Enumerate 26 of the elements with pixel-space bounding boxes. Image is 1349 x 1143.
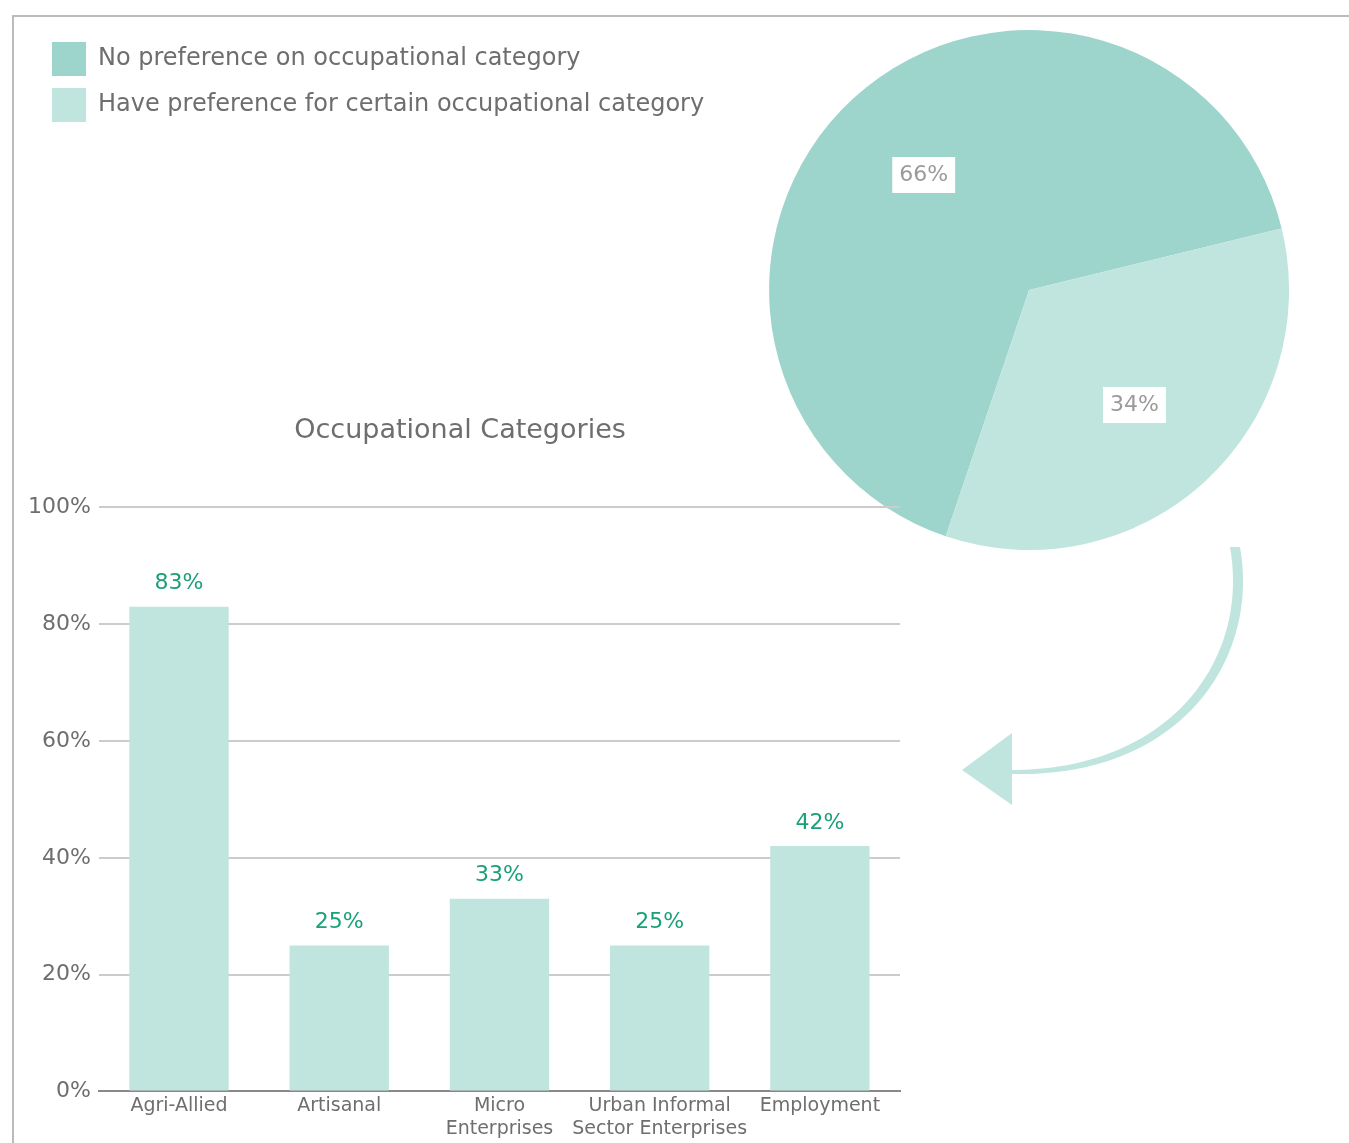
legend-label: No preference on occupational category [98, 43, 581, 72]
data-label: 34% [1110, 390, 1159, 416]
y-tick-label: 80% [41, 609, 91, 635]
data-label: 33% [474, 861, 524, 887]
bar [449, 898, 550, 1091]
y-tick-label: 40% [41, 843, 91, 869]
bar [770, 846, 870, 1091]
x-tick-label: Artisanal [297, 1092, 382, 1115]
x-tick-label: Micro Enterprises [445, 1092, 554, 1138]
x-tick-label: Agri-Allied [130, 1092, 228, 1115]
legend-label: Have preference for certain occupational category [98, 89, 705, 118]
data-label: 83% [154, 569, 204, 595]
bar [289, 945, 389, 1091]
data-label: 42% [795, 808, 845, 834]
x-tick-label: Urban Informal Sector Enterprises [572, 1092, 748, 1138]
data-label: 25% [314, 908, 364, 934]
data-label: 66% [899, 160, 949, 186]
x-tick-label: Employment [759, 1092, 881, 1115]
bar [610, 945, 710, 1091]
bar [129, 606, 229, 1091]
y-tick-label: 20% [41, 960, 91, 986]
chart-title: Occupational Categories [294, 413, 626, 445]
y-tick-label: 100% [27, 493, 91, 519]
y-tick-label: 60% [41, 726, 91, 752]
y-tick-label: 0% [55, 1077, 91, 1103]
data-label: 25% [635, 908, 685, 934]
